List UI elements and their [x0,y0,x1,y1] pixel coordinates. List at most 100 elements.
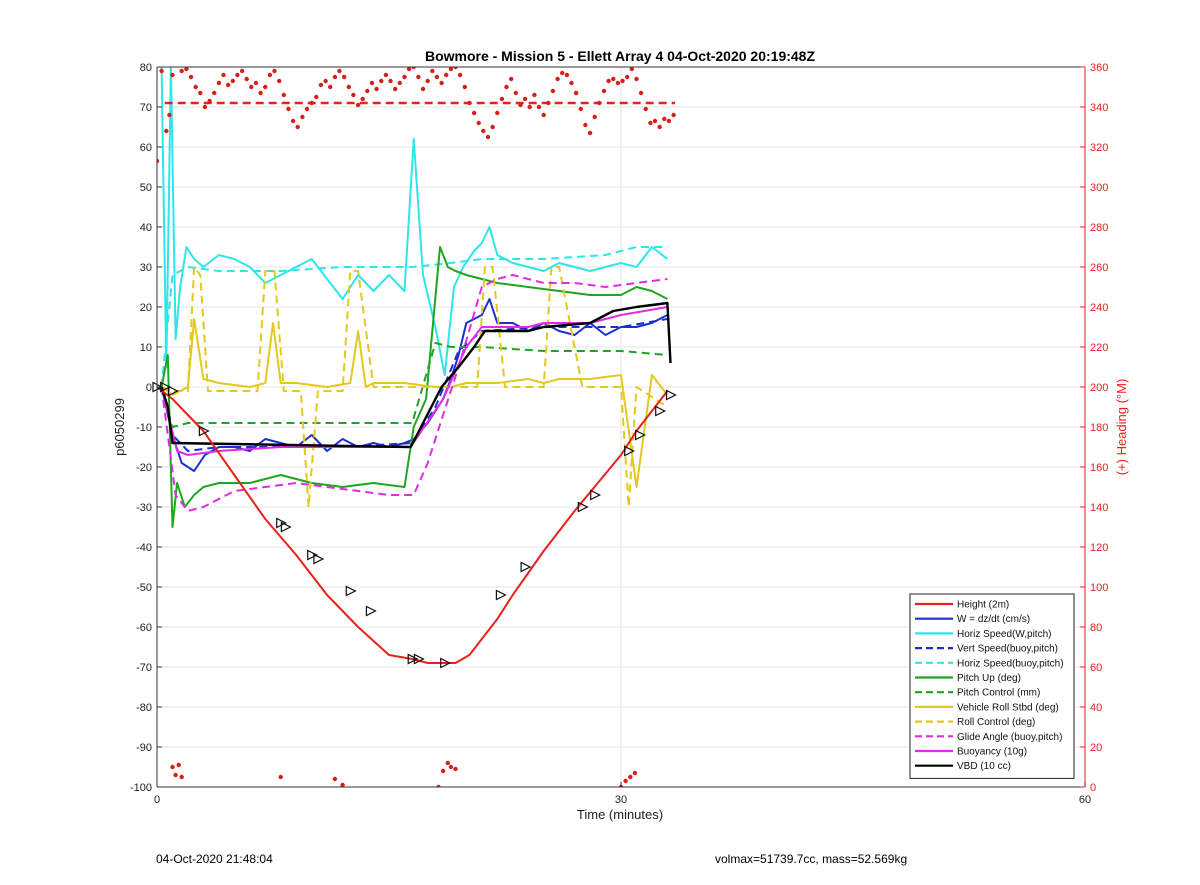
heading-point [184,67,189,72]
heading-point [159,68,164,74]
height-marker [198,425,210,437]
heading-point [448,67,454,72]
heading-point [393,86,398,92]
heading-point [286,106,291,112]
y-tick-label-left: -90 [136,742,152,754]
heading-point [402,74,407,80]
heading-point [527,104,532,110]
heading-point [397,80,402,86]
heading-point [198,90,203,96]
height-marker [313,553,325,565]
y-tick-label-left: 70 [140,102,152,114]
heading-point [365,88,370,94]
heading-points-layer [157,67,676,787]
heading-point [634,76,639,82]
y-axis-label-left: p6050299 [112,398,127,456]
heading-point [499,96,505,102]
heading-point [167,112,172,118]
heading-point [318,82,324,88]
y-tick-label-right: 140 [1090,502,1108,514]
y-tick-label-right: 100 [1090,582,1108,594]
heading-point [573,90,579,96]
legend-label: Glide Angle (buoy,pitch) [957,732,1062,743]
heading-point [281,92,286,98]
heading-point [467,100,472,106]
y-tick-label-right: 340 [1090,102,1108,114]
y-tick-label-left: 80 [140,62,152,74]
y-tick-label-right: 120 [1090,542,1108,554]
heading-point [434,74,440,80]
heading-point [445,760,450,766]
y-tick-label-left: 0 [146,382,152,394]
heading-point [360,96,365,102]
legend-label: VBD (10 cc) [957,761,1011,772]
legend-label: Pitch Control (mm) [957,688,1040,699]
legend-label: Vehicle Roll Stbd (deg) [957,702,1059,713]
y-tick-label-left: 40 [140,222,152,234]
heading-point [495,110,500,116]
heading-point [444,72,449,78]
x-tick-label: 30 [615,794,627,806]
legend-label: Height (2m) [957,600,1009,611]
axes: 80706050403020100-10-20-30-40-50-60-70-8… [130,62,1108,806]
legend-label: Pitch Up (deg) [957,673,1021,684]
heading-point [601,88,607,94]
heading-point [671,112,676,118]
heading-point [485,134,491,140]
heading-point [374,86,379,92]
legend-label: Horiz Speed(buoy,pitch) [957,658,1064,669]
heading-point [164,128,169,134]
heading-point [202,104,208,110]
heading-point [340,782,345,787]
y-tick-label-left: -10 [136,422,152,434]
y-tick-label-right: 0 [1090,782,1096,794]
heading-point [564,72,570,78]
series-vehicle-roll-stbd-deg [161,318,669,488]
height-marker [634,429,646,441]
heading-point [536,104,542,110]
y-tick-label-right: 180 [1090,422,1108,434]
heading-point [221,72,226,78]
heading-point [341,74,347,80]
heading-point [583,122,588,128]
heading-point [518,102,523,108]
height-marker [440,657,452,669]
heading-point [620,78,625,84]
heading-point [629,67,634,72]
x-tick-label: 60 [1079,794,1091,806]
series-horiz-speed-buoy-pitch [160,246,668,388]
heading-point [453,766,458,772]
heading-point [555,76,560,82]
y-tick-label-right: 40 [1090,702,1102,714]
legend-label: Buoyancy (10g) [957,747,1027,758]
heading-point [425,78,430,84]
series-layer [157,67,676,664]
y-tick-label-right: 80 [1090,622,1102,634]
series-pitch-control-mm [160,342,668,428]
heading-point [453,67,458,70]
y-tick-label-right: 280 [1090,222,1108,234]
heading-point [476,120,481,126]
heading-point [304,106,310,112]
heading-point [628,774,633,780]
heading-point [522,96,528,102]
heading-point [406,67,412,72]
heading-point [606,78,611,84]
heading-point [314,94,319,100]
heading-point [263,84,268,90]
x-axis-label: Time (minutes) [577,807,663,822]
heading-point [193,84,198,90]
y-tick-label-left: 10 [140,342,152,354]
heading-point [369,80,375,86]
height-marker [624,445,636,457]
height-marker [307,549,319,561]
heading-point [290,118,296,124]
height-marker [345,585,357,597]
height-marker [413,653,425,665]
series-buoyancy-10g [160,306,668,456]
heading-point [481,128,486,134]
heading-point [332,776,338,782]
x-tick-label: 0 [154,794,160,806]
heading-point [179,774,184,780]
heading-point [212,90,217,96]
